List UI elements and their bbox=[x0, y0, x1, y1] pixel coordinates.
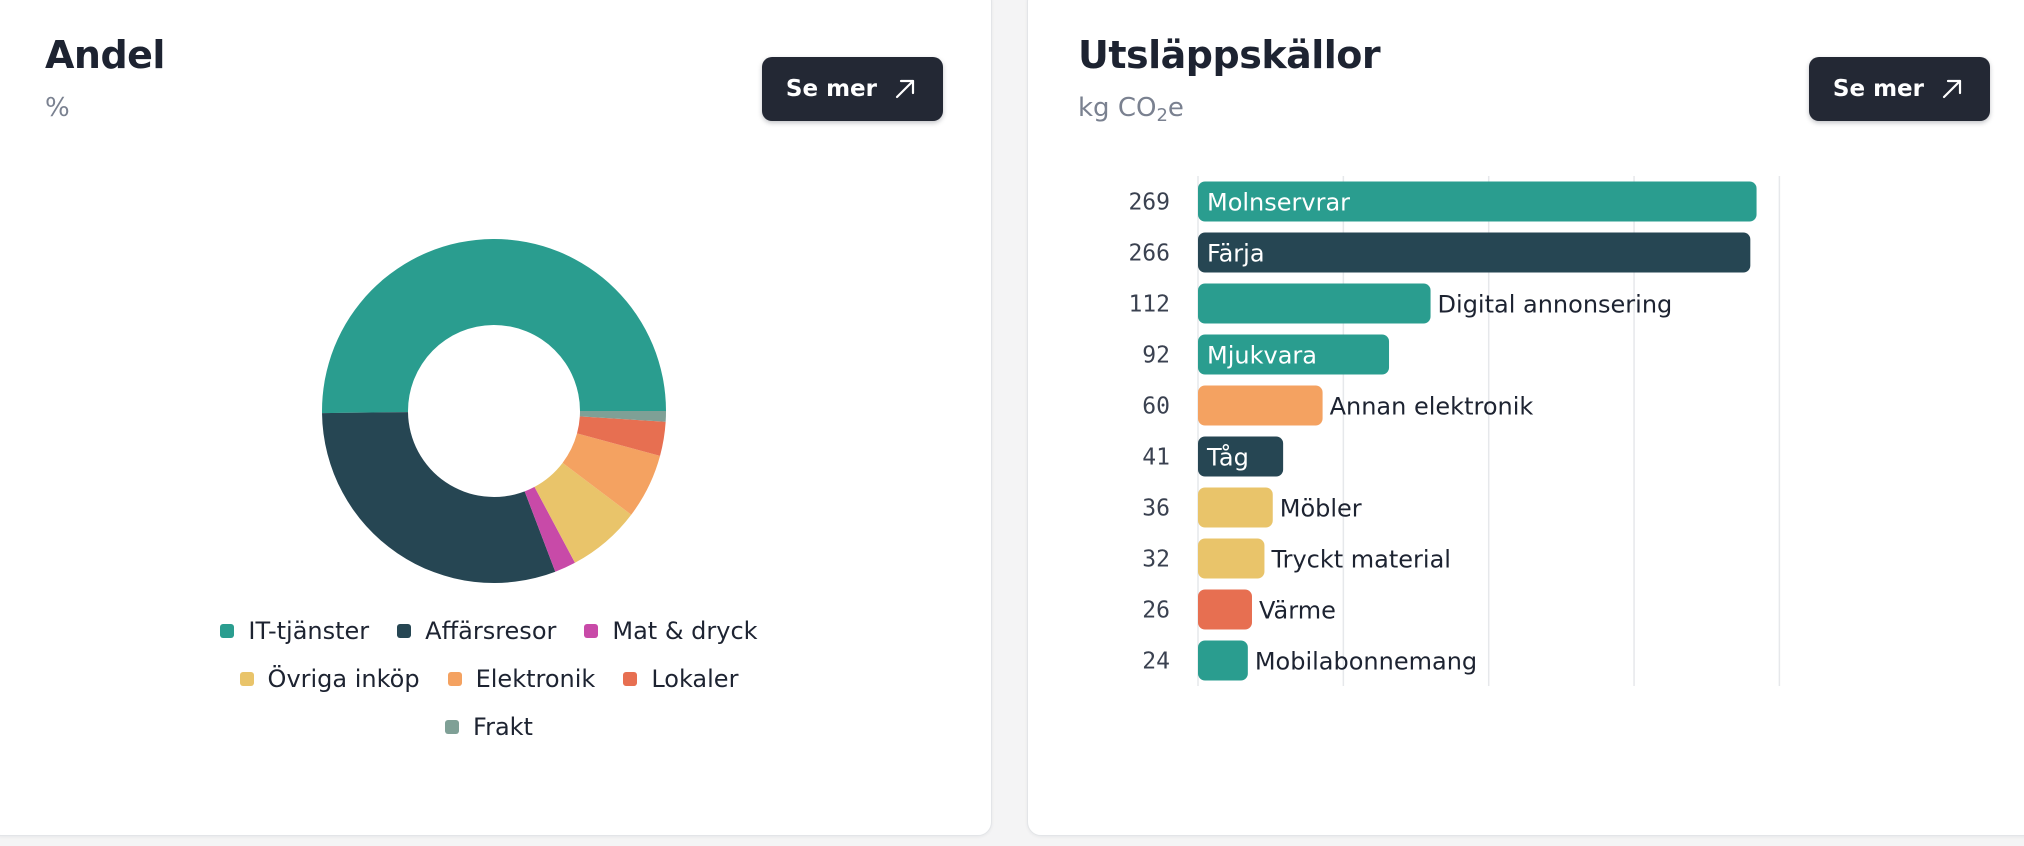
unit-suffix: e bbox=[1167, 93, 1184, 123]
legend-swatch bbox=[239, 672, 254, 686]
legend-item[interactable]: Elektronik bbox=[447, 665, 596, 693]
bar-value-label: 266 bbox=[1128, 241, 1170, 267]
unit-subscript: 2 bbox=[1156, 105, 1168, 126]
donut-slice-frakt[interactable] bbox=[579, 411, 666, 422]
donut-slice-elektronik[interactable] bbox=[562, 433, 661, 515]
share-card-unit: % bbox=[45, 93, 70, 123]
bar[interactable] bbox=[1198, 283, 1431, 324]
legend-swatch bbox=[447, 672, 462, 686]
donut-legend: IT-tjänster Affärsresor Mat & dryck Övriga … bbox=[179, 617, 799, 741]
share-see-more-button[interactable]: Se mer bbox=[761, 57, 943, 121]
bar-value-label: 24 bbox=[1142, 649, 1170, 675]
legend-label: Mat & dryck bbox=[612, 617, 758, 645]
legend-item[interactable]: Lokaler bbox=[623, 665, 738, 693]
see-more-label: Se mer bbox=[785, 76, 877, 102]
bar-category-label: Möbler bbox=[1280, 495, 1362, 523]
bar-category-label: Mjukvara bbox=[1207, 342, 1317, 370]
legend-label: IT-tjänster bbox=[248, 617, 370, 645]
bar-value-label: 32 bbox=[1142, 547, 1170, 573]
bar[interactable] bbox=[1198, 640, 1248, 681]
donut-slice-lokaler[interactable] bbox=[577, 416, 666, 456]
bar-category-label: Molnservrar bbox=[1207, 189, 1350, 217]
bar-chart: 269 Molnservrar 266 Färja 112 Digital annonse… bbox=[1128, 176, 1781, 686]
share-card-title: Andel bbox=[45, 33, 165, 77]
bar-category-label: Färja bbox=[1207, 240, 1265, 268]
legend-item[interactable]: Affärsresor bbox=[397, 617, 556, 645]
bar-category-label: Tryckt material bbox=[1270, 546, 1451, 574]
bar[interactable] bbox=[1198, 385, 1323, 426]
legend-label: Lokaler bbox=[651, 665, 739, 693]
bar[interactable] bbox=[1198, 181, 1757, 222]
legend-swatch bbox=[397, 624, 412, 638]
bar-value-label: 112 bbox=[1128, 292, 1170, 318]
unit-prefix: kg CO bbox=[1078, 93, 1157, 123]
donut-slice-affärsresor[interactable] bbox=[322, 412, 556, 584]
bar-category-label: Värme bbox=[1259, 597, 1336, 625]
arrow-up-right-icon bbox=[1942, 79, 1962, 99]
sources-see-more-button[interactable]: Se mer bbox=[1808, 57, 1990, 121]
bar-value-label: 36 bbox=[1142, 496, 1170, 522]
bar-category-label: Mobilabonnemang bbox=[1255, 648, 1477, 676]
legend-swatch bbox=[445, 720, 460, 734]
legend-item[interactable]: Övriga inköp bbox=[239, 665, 420, 693]
legend-item[interactable]: IT-tjänster bbox=[220, 617, 369, 645]
bar-value-label: 41 bbox=[1142, 445, 1170, 471]
bar-category-label: Digital annonsering bbox=[1438, 291, 1673, 319]
legend-label: Elektronik bbox=[475, 665, 596, 693]
bar[interactable] bbox=[1198, 538, 1265, 579]
donut-chart bbox=[322, 239, 666, 584]
sources-card: Utsläppskällor kg CO2e Se mer 269 Molnser… bbox=[1027, 0, 2024, 836]
bar-value-label: 269 bbox=[1128, 190, 1170, 216]
bar[interactable] bbox=[1198, 232, 1751, 273]
sources-card-unit: kg CO2e bbox=[1078, 93, 1184, 126]
donut-slice-it-tjänster[interactable] bbox=[322, 239, 666, 414]
bar[interactable] bbox=[1198, 436, 1284, 477]
legend-swatch bbox=[220, 624, 235, 638]
arrow-up-right-icon bbox=[895, 79, 915, 99]
bar[interactable] bbox=[1198, 487, 1273, 528]
bar-category-label: Annan elektronik bbox=[1330, 393, 1534, 421]
legend-item[interactable]: Frakt bbox=[445, 713, 533, 741]
bar[interactable] bbox=[1198, 589, 1252, 630]
bar[interactable] bbox=[1198, 334, 1390, 375]
legend-swatch bbox=[623, 672, 638, 686]
legend-label: Affärsresor bbox=[425, 617, 557, 645]
bar-category-label: Tåg bbox=[1206, 443, 1249, 472]
legend-label: Övriga inköp bbox=[267, 665, 420, 693]
bar-value-label: 60 bbox=[1142, 394, 1170, 420]
bar-value-label: 26 bbox=[1142, 598, 1170, 624]
sources-card-title: Utsläppskällor bbox=[1078, 33, 1381, 77]
legend-label: Frakt bbox=[473, 713, 533, 741]
legend-swatch bbox=[584, 624, 599, 638]
donut-slice-övriga-inköp[interactable] bbox=[534, 462, 632, 563]
donut-slice-mat-dryck[interactable] bbox=[524, 486, 575, 572]
see-more-label: Se mer bbox=[1832, 76, 1924, 102]
legend-item[interactable]: Mat & dryck bbox=[584, 617, 758, 645]
bar-value-label: 92 bbox=[1142, 343, 1170, 369]
share-card: Andel % Se mer IT-tjänster Affärsresor Mat… bbox=[0, 0, 992, 836]
